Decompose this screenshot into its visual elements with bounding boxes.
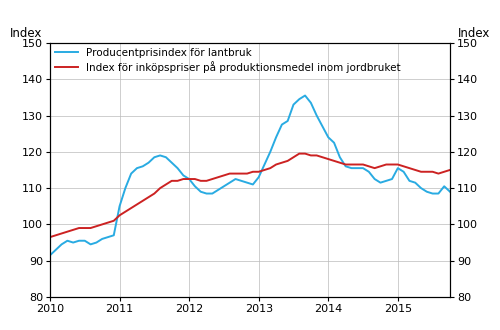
Producentprisindex för lantbruk bbox=[47, 253, 53, 257]
Line: Producentprisindex för lantbruk: Producentprisindex för lantbruk bbox=[50, 95, 479, 255]
Producentprisindex för lantbruk bbox=[82, 239, 88, 243]
Producentprisindex för lantbruk bbox=[436, 191, 442, 195]
Producentprisindex för lantbruk bbox=[406, 179, 412, 183]
Producentprisindex för lantbruk bbox=[389, 177, 395, 181]
Index för inköpspriser på produktionsmedel inom jordbruket bbox=[47, 235, 53, 239]
Text: Index: Index bbox=[458, 27, 490, 40]
Index för inköpspriser på produktionsmedel inom jordbruket bbox=[82, 226, 88, 230]
Index för inköpspriser på produktionsmedel inom jordbruket bbox=[436, 172, 442, 176]
Index för inköpspriser på produktionsmedel inom jordbruket bbox=[389, 162, 395, 166]
Index för inköpspriser på produktionsmedel inom jordbruket bbox=[296, 152, 302, 156]
Text: Index: Index bbox=[10, 27, 42, 40]
Index för inköpspriser på produktionsmedel inom jordbruket bbox=[476, 174, 482, 178]
Line: Index för inköpspriser på produktionsmedel inom jordbruket: Index för inköpspriser på produktionsmed… bbox=[50, 154, 479, 237]
Producentprisindex för lantbruk bbox=[395, 166, 401, 170]
Producentprisindex för lantbruk bbox=[476, 184, 482, 188]
Producentprisindex för lantbruk bbox=[378, 181, 384, 184]
Index för inköpspriser på produktionsmedel inom jordbruket bbox=[395, 162, 401, 166]
Index för inköpspriser på produktionsmedel inom jordbruket bbox=[378, 164, 384, 168]
Producentprisindex för lantbruk bbox=[302, 93, 308, 97]
Legend: Producentprisindex för lantbruk, Index för inköpspriser på produktionsmedel inom: Producentprisindex för lantbruk, Index f… bbox=[55, 48, 401, 73]
Index för inköpspriser på produktionsmedel inom jordbruket bbox=[406, 166, 412, 170]
